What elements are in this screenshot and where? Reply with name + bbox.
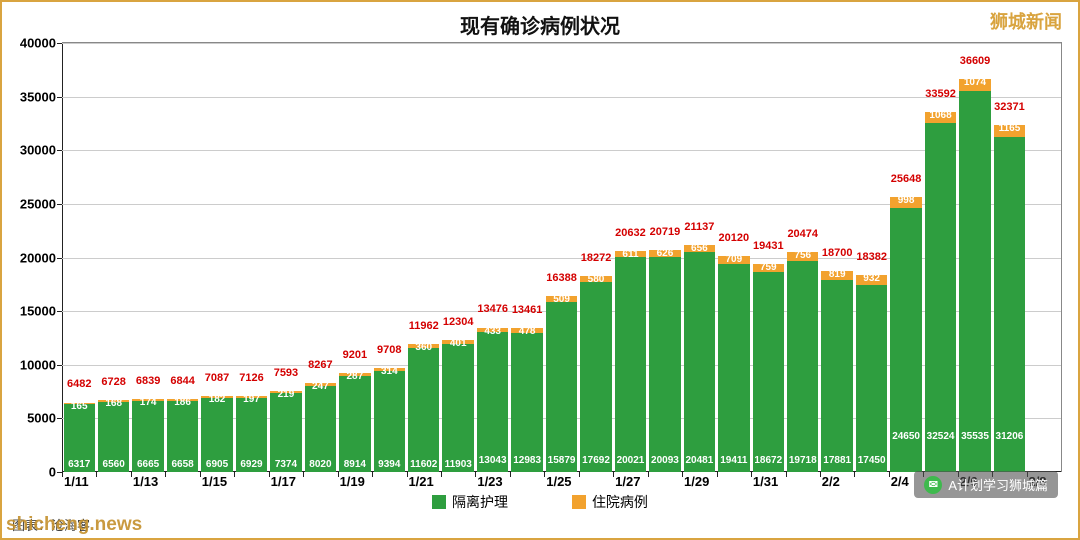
bar: 2465099825648 bbox=[889, 43, 923, 472]
bar: 2048165621137 bbox=[682, 43, 716, 472]
legend-label-hospital: 住院病例 bbox=[592, 492, 648, 512]
y-tick-label: 30000 bbox=[20, 143, 62, 158]
watermark-bottom-left: shicheng.news bbox=[6, 514, 142, 536]
y-tick-label: 15000 bbox=[20, 304, 62, 319]
bar: 65601686728 bbox=[96, 43, 130, 472]
bar: 32524106833592 bbox=[923, 43, 957, 472]
watermark-top-right: 狮城新闻 bbox=[990, 8, 1062, 34]
bar: 1769258018272 bbox=[579, 43, 613, 472]
bar: 35535107436609 bbox=[958, 43, 992, 472]
plot-area: 0500010000150002000025000300003500040000… bbox=[62, 42, 1062, 472]
chart-container: 现有确诊病例状况 狮城新闻 05000100001500020000250003… bbox=[0, 0, 1080, 540]
x-tick-label: 1/29 bbox=[682, 474, 751, 492]
x-axis-labels: 1/111/131/151/171/191/211/231/251/271/29… bbox=[62, 474, 1062, 492]
y-tick-label: 5000 bbox=[27, 411, 62, 426]
watermark-bottom-right: ✉ A计划学习狮城篇 bbox=[914, 471, 1058, 498]
bar: 66581866844 bbox=[165, 43, 199, 472]
x-tick-label: 1/27 bbox=[613, 474, 682, 492]
bar: 69051827087 bbox=[200, 43, 234, 472]
bar: 1745093218382 bbox=[854, 43, 888, 472]
legend-label-isolation: 隔离护理 bbox=[452, 492, 508, 512]
bar: 1788181918700 bbox=[820, 43, 854, 472]
bar: 1190340112304 bbox=[441, 43, 475, 472]
bars-group: 6317165648265601686728666517468396658186… bbox=[62, 43, 1061, 472]
bar: 1867275919431 bbox=[751, 43, 785, 472]
x-tick-label: 1/31 bbox=[751, 474, 820, 492]
x-tick-label: 1/15 bbox=[200, 474, 269, 492]
bar: 1304343313476 bbox=[475, 43, 509, 472]
legend-swatch-isolation bbox=[432, 495, 446, 509]
y-tick-label: 35000 bbox=[20, 89, 62, 104]
bar: 1587950916388 bbox=[544, 43, 578, 472]
bar: 2002161120632 bbox=[613, 43, 647, 472]
legend-item-hospital: 住院病例 bbox=[572, 492, 648, 512]
bar: 31206116532371 bbox=[992, 43, 1026, 472]
bar: 73742197593 bbox=[269, 43, 303, 472]
bar: 2009362620719 bbox=[648, 43, 682, 472]
y-tick-label: 20000 bbox=[20, 250, 62, 265]
legend-swatch-hospital bbox=[572, 495, 586, 509]
x-tick-label: 1/19 bbox=[338, 474, 407, 492]
x-tick-label: 1/25 bbox=[544, 474, 613, 492]
bar: 80202478267 bbox=[303, 43, 337, 472]
x-tick-label: 1/21 bbox=[406, 474, 475, 492]
x-tick-label: 1/23 bbox=[475, 474, 544, 492]
x-tick-label: 1/11 bbox=[62, 474, 131, 492]
bar: 63171656482 bbox=[62, 43, 96, 472]
y-tick-label: 25000 bbox=[20, 196, 62, 211]
bar: 1971875620474 bbox=[786, 43, 820, 472]
bar: 1298347813461 bbox=[510, 43, 544, 472]
x-tick-label: 2/2 bbox=[820, 474, 889, 492]
y-tick-label: 0 bbox=[49, 465, 62, 480]
bar bbox=[1027, 43, 1061, 472]
bar: 1160236011962 bbox=[407, 43, 441, 472]
legend-item-isolation: 隔离护理 bbox=[432, 492, 508, 512]
y-tick-label: 10000 bbox=[20, 357, 62, 372]
bar: 1941170920120 bbox=[717, 43, 751, 472]
bar: 66651746839 bbox=[131, 43, 165, 472]
chart-title: 现有确诊病例状况 bbox=[18, 10, 1062, 39]
y-tick-label: 40000 bbox=[20, 36, 62, 51]
bar: 89142879201 bbox=[338, 43, 372, 472]
wechat-icon: ✉ bbox=[924, 476, 942, 494]
bar: 69291977126 bbox=[234, 43, 268, 472]
x-tick-label: 1/13 bbox=[131, 474, 200, 492]
x-tick-label: 1/17 bbox=[269, 474, 338, 492]
bar: 93943149708 bbox=[372, 43, 406, 472]
